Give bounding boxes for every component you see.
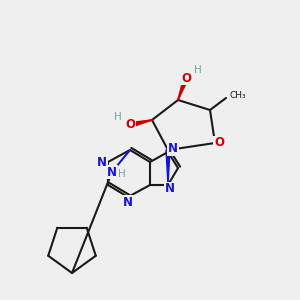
Text: H: H [194, 65, 202, 75]
Polygon shape [178, 77, 188, 100]
Text: N: N [168, 142, 178, 155]
Text: O: O [181, 71, 191, 85]
Text: H: H [114, 112, 122, 122]
Text: H: H [118, 169, 126, 179]
Text: N: N [123, 196, 133, 208]
Text: N: N [107, 166, 117, 178]
Text: O: O [125, 118, 135, 131]
Text: N: N [165, 182, 175, 196]
Text: CH₃: CH₃ [229, 92, 246, 100]
Polygon shape [129, 120, 152, 127]
Polygon shape [166, 150, 170, 185]
Text: O: O [214, 136, 224, 149]
Text: N: N [97, 155, 107, 169]
